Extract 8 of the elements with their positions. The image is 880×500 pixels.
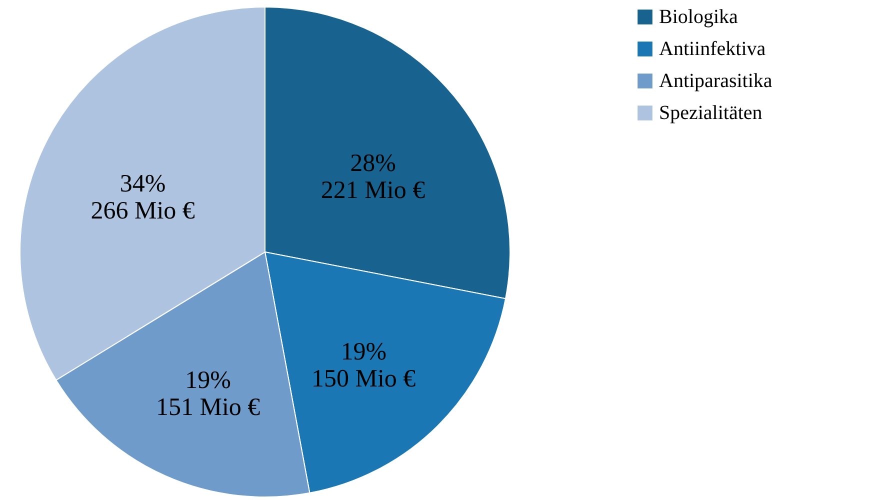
legend-label: Antiparasitika	[659, 70, 772, 92]
data-label: 28% 221 Mio €	[320, 150, 426, 204]
legend-label: Antiinfektiva	[659, 38, 766, 60]
data-label: 34% 266 Mio €	[90, 170, 196, 225]
data-label: 19% 150 Mio €	[312, 338, 416, 392]
legend-label: Spezialitäten	[659, 102, 762, 124]
data-label: 19% 151 Mio €	[156, 366, 261, 421]
legend-label: Biologika	[659, 6, 738, 28]
